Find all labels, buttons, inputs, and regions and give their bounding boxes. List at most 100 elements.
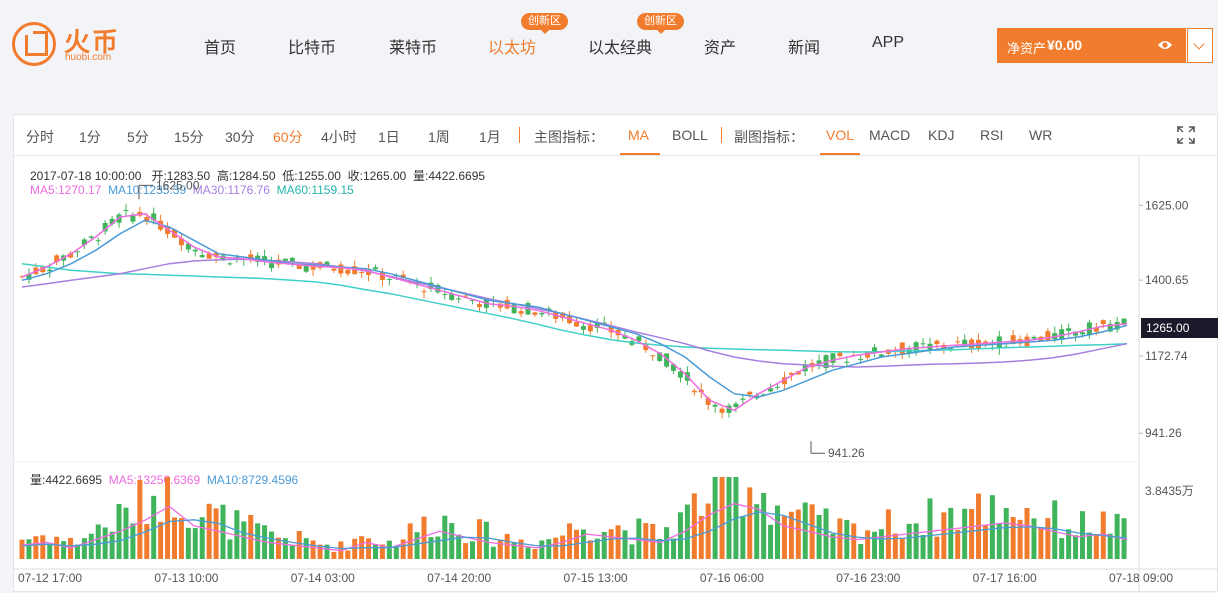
candle-body (269, 263, 275, 269)
volume-bar (185, 527, 191, 559)
candle-body (1100, 320, 1106, 325)
eye-icon[interactable] (1157, 39, 1173, 51)
volume-bar (88, 533, 94, 559)
volume-bar (858, 544, 864, 559)
nav-ethereum-classic[interactable]: 以太经典 (588, 40, 653, 57)
volume-bar (213, 508, 219, 559)
volume-bar (962, 508, 968, 559)
volume-bar (123, 507, 129, 559)
candle-body (844, 361, 850, 363)
candle-body (518, 311, 524, 314)
period-60min[interactable]: 60分 (273, 129, 303, 145)
candle-body (913, 342, 919, 353)
volume-bar (553, 537, 559, 559)
candle-body (421, 291, 427, 293)
volume-bar (178, 518, 184, 559)
volume-bar (47, 544, 53, 559)
volume-ma10: MA10:8729.4596 (206, 473, 299, 487)
current-price-tag: 1265.00 (1141, 318, 1218, 338)
volume-bar (1024, 507, 1030, 559)
nav-news[interactable]: 新闻 (788, 40, 821, 57)
net-asset-button[interactable]: 净资产 ¥0.00 (997, 28, 1186, 63)
indicator-ma[interactable]: MA (628, 127, 649, 143)
volume-bar (282, 538, 288, 559)
volume-bar (567, 523, 573, 559)
period-1day[interactable]: 1日 (378, 129, 400, 145)
volume-bar (151, 495, 157, 559)
indicator-vol[interactable]: VOL (826, 127, 855, 143)
fullscreen-icon[interactable] (1177, 126, 1195, 144)
volume-bar (137, 479, 143, 559)
candle-body (130, 214, 136, 222)
volume-bar (601, 531, 607, 559)
volume-value: 量:4422.6695 (30, 473, 103, 487)
volume-bar (740, 516, 746, 559)
indicator-kdj[interactable]: KDJ (928, 127, 955, 143)
volume-bar (144, 524, 150, 559)
period-1week[interactable]: 1周 (428, 129, 450, 145)
period-1min[interactable]: 1分 (79, 129, 101, 145)
huobi-logo[interactable]: 火币 huobi.com (12, 20, 122, 66)
volume-bar (955, 529, 961, 559)
volume-bar (872, 531, 878, 559)
volume-bar (539, 540, 545, 559)
volume-bar (1086, 532, 1092, 559)
candle-body (691, 390, 697, 393)
candle-body (677, 371, 683, 378)
candle-body (775, 386, 781, 388)
main-indicator-label: 主图指标： (534, 129, 604, 145)
separator (519, 127, 520, 143)
candle-body (303, 265, 309, 272)
ohlc-time: 2017-07-18 10:00:00 (30, 169, 142, 183)
period-1month[interactable]: 1月 (479, 129, 501, 145)
volume-bar (615, 525, 621, 559)
period-5min[interactable]: 5分 (127, 129, 149, 145)
sub-indicator-label: 副图指标： (734, 129, 804, 145)
volume-bar (206, 503, 212, 559)
candle-body (740, 398, 746, 400)
ma60-value: MA60:1159.15 (276, 183, 354, 197)
candle-body (726, 405, 732, 413)
chevron-down-icon[interactable] (1187, 28, 1213, 63)
nav-litecoin[interactable]: 莱特币 (389, 40, 438, 57)
volume-bar (525, 547, 531, 559)
nav-ethereum[interactable]: 以太坊 (488, 40, 537, 57)
nav-home[interactable]: 首页 (204, 40, 237, 57)
volume-bar (414, 532, 420, 559)
nav-app[interactable]: APP (872, 34, 905, 51)
logo-domain: huobi.com (65, 52, 112, 63)
volume-bar (532, 548, 538, 559)
kline-chart[interactable]: 1625.00 1400.65 1172.74 941.26 3.8435万 07-12 … (14, 157, 1218, 593)
period-30min[interactable]: 30分 (225, 129, 255, 145)
candle-body (68, 253, 74, 258)
period-15min[interactable]: 15分 (174, 129, 204, 145)
volume-bar (1059, 538, 1065, 559)
candle-body (622, 335, 628, 339)
period-4hour[interactable]: 4小时 (321, 129, 357, 145)
volume-bar (920, 534, 926, 559)
ohlc-low: 低:1255.00 (282, 169, 341, 183)
volume-bar (1038, 527, 1044, 559)
indicator-wr[interactable]: WR (1029, 127, 1053, 143)
period-timeline[interactable]: 分时 (26, 129, 54, 145)
active-main-underline (620, 153, 660, 155)
volume-bar (837, 518, 843, 559)
volume-bar (227, 539, 233, 559)
indicator-rsi[interactable]: RSI (980, 127, 1004, 143)
ma10-line (21, 219, 1128, 398)
ohlc-close: 收:1265.00 (347, 169, 407, 183)
nav-assets[interactable]: 资产 (704, 40, 737, 57)
candle-body (1107, 323, 1113, 332)
candle-body (199, 255, 205, 258)
volume-bar (54, 536, 60, 559)
volume-bar (775, 505, 781, 559)
candle-body (1066, 328, 1072, 331)
candle-body (574, 321, 579, 327)
ma5-line (21, 212, 1128, 412)
candle-body (379, 272, 385, 280)
candle-body (532, 312, 538, 315)
nav-bitcoin[interactable]: 比特币 (288, 40, 337, 57)
volume-bar (158, 521, 164, 559)
indicator-macd[interactable]: MACD (869, 127, 911, 143)
indicator-boll[interactable]: BOLL (672, 127, 708, 143)
